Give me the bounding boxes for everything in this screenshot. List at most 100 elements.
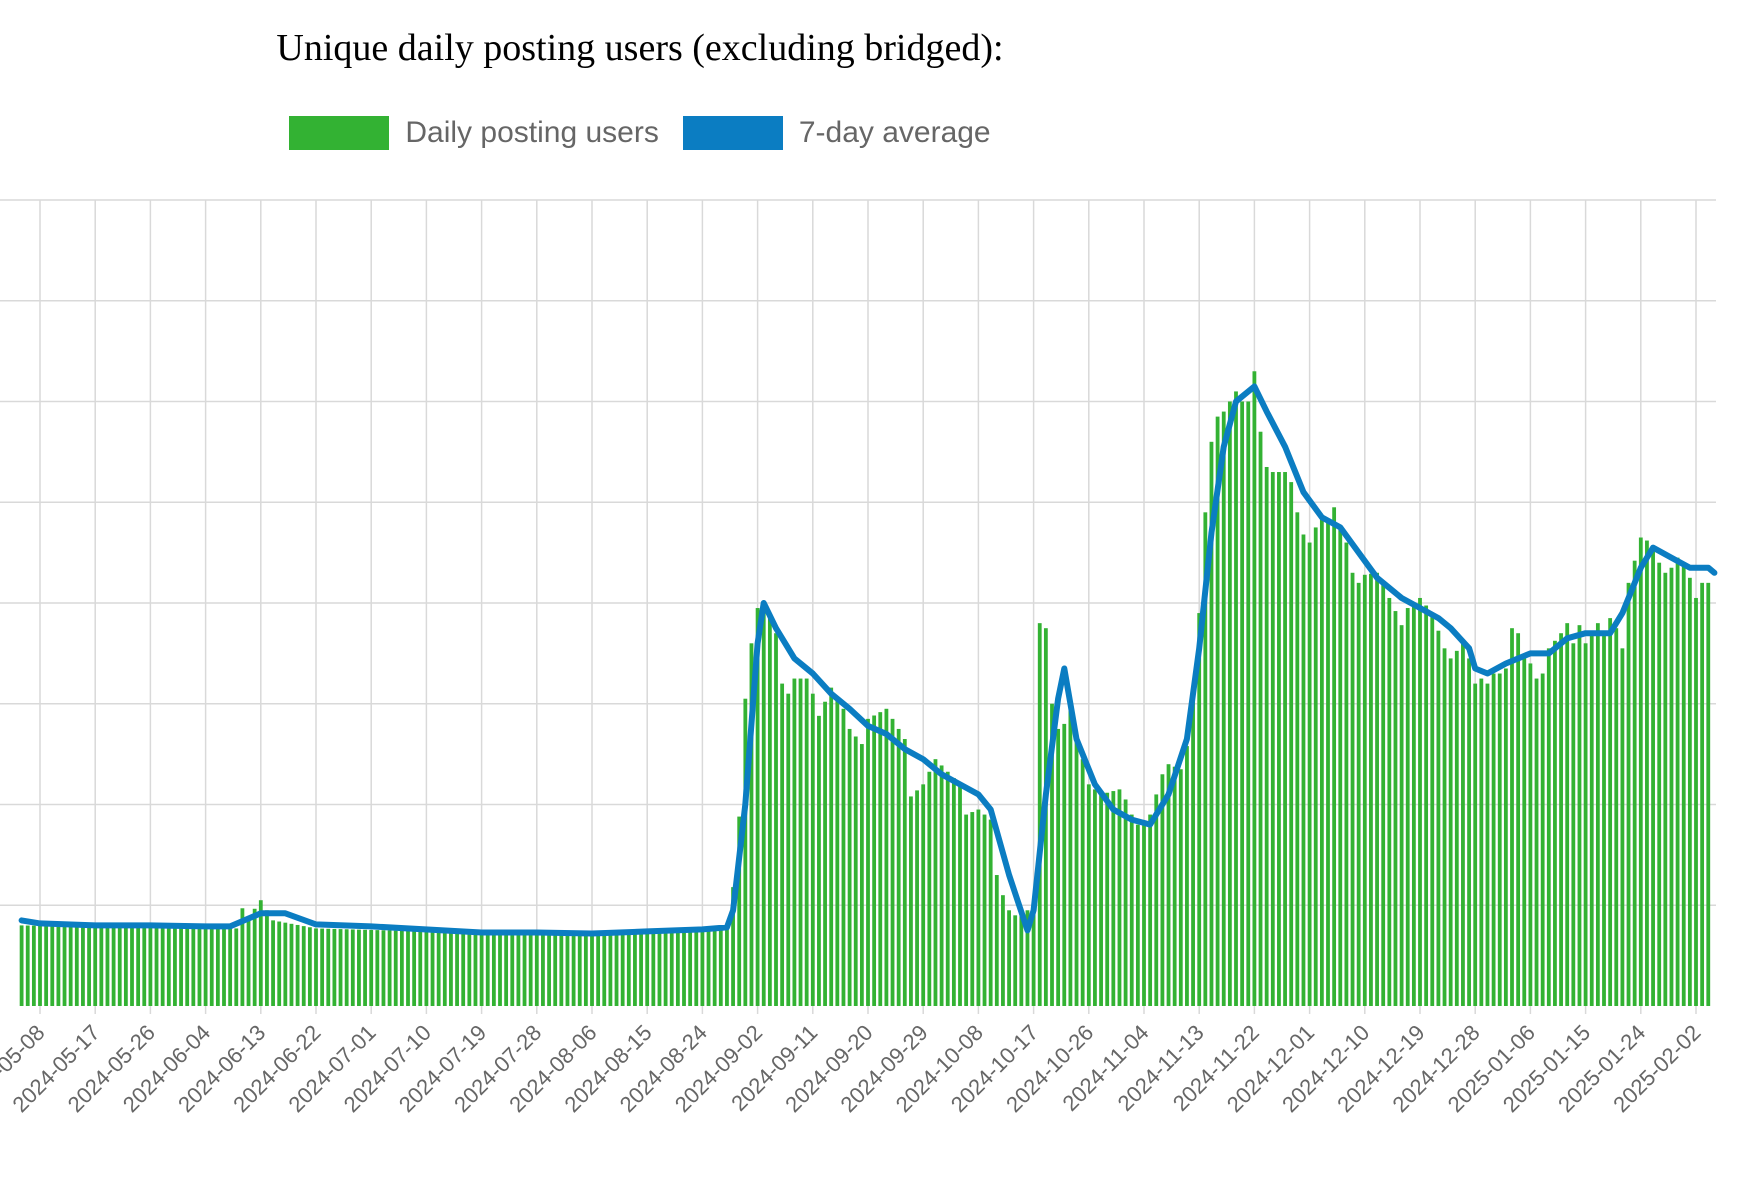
bar [1295,512,1300,1006]
bar [93,927,98,1006]
bar [56,926,61,1006]
bar [1068,703,1073,1006]
bar [878,712,883,1006]
bar [528,932,533,1006]
bar [915,790,919,1006]
bar [700,929,705,1006]
bar [645,931,650,1006]
bar [590,932,594,1006]
bar [1123,799,1128,1006]
bar [1246,401,1251,1006]
bar [1614,628,1619,1006]
bar [731,887,735,1006]
bar [620,931,625,1006]
bar [314,928,318,1006]
bar [350,929,355,1006]
bar [375,930,380,1006]
bar [1007,910,1011,1006]
bar [1473,683,1478,1006]
bar [381,930,386,1006]
bar [19,925,24,1006]
bar [853,736,858,1006]
bar [357,929,361,1006]
bar [1252,371,1257,1006]
bar [246,917,251,1006]
bar [706,929,711,1006]
bar [872,715,877,1006]
bar [1522,658,1527,1006]
bar [786,693,791,1006]
bar [160,927,165,1006]
legend-item-daily[interactable]: Daily posting users [289,116,659,150]
bar [866,718,870,1006]
bar [289,923,294,1006]
bar [1491,673,1496,1006]
bar [804,678,809,1006]
bar [1467,658,1471,1006]
bar [1461,643,1465,1006]
bar [338,929,343,1006]
bar [1424,605,1429,1006]
bar [780,683,785,1006]
bar [688,930,693,1006]
legend-item-average[interactable]: 7-day average [682,116,991,150]
bar [1381,582,1386,1006]
bar [1675,557,1680,1006]
bar [1602,633,1606,1006]
bar [614,931,619,1006]
bar [553,932,558,1006]
bar [657,930,662,1006]
bar [823,701,827,1006]
bar [44,925,49,1006]
bar [602,932,607,1006]
bar [547,932,551,1006]
bar [909,796,913,1006]
bar [1687,577,1692,1006]
bar [38,925,42,1006]
bar [755,608,760,1006]
bar [436,931,441,1006]
bar [1025,910,1030,1006]
bar [774,633,778,1006]
bar [970,812,975,1006]
bar [1344,542,1349,1006]
bar [1565,623,1570,1006]
bar [473,931,478,1006]
bar [1418,597,1422,1006]
bar [902,739,907,1006]
bar [921,784,926,1006]
bar [479,931,484,1006]
bar [1301,534,1306,1006]
bar [1013,915,1018,1006]
bar [406,930,410,1006]
bar [767,618,772,1006]
bar [430,931,435,1006]
bar [258,900,263,1006]
bar [332,928,337,1006]
bar [467,931,472,1006]
bar [1093,789,1097,1006]
bar [1608,618,1613,1006]
bar [1589,633,1594,1006]
bar [234,928,239,1006]
bar [1583,643,1588,1006]
bar [1546,648,1551,1006]
bar [399,930,404,1006]
bar [1258,431,1263,1007]
bar [571,932,576,1006]
bar [712,929,717,1006]
bar [651,931,656,1006]
bar [369,929,374,1006]
bar [1240,401,1245,1006]
bar [1651,547,1655,1006]
bar [608,932,613,1006]
bar [1571,643,1576,1006]
bar [1056,728,1061,1006]
bar [363,929,367,1006]
bar [896,728,901,1006]
bar [1534,678,1539,1006]
bar [1313,527,1318,1006]
bar [994,875,999,1006]
bar [1148,814,1153,1006]
bar [209,928,214,1006]
